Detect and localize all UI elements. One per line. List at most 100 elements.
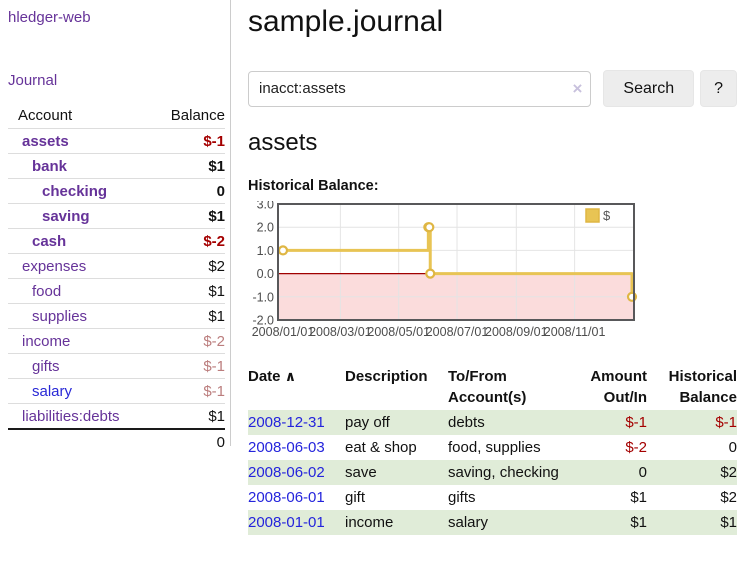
register-accounts: gifts xyxy=(448,489,476,506)
register-row: 2008-06-02 save saving, checking 0 $2 xyxy=(248,460,737,485)
register-description: income xyxy=(345,514,394,531)
account-row: checking 0 xyxy=(8,178,225,204)
account-link[interactable]: liabilities:debts xyxy=(22,408,120,425)
accounts-header-row: Account Balance xyxy=(8,104,225,129)
account-row: food $1 xyxy=(8,278,225,304)
register-date-cell: 2008-01-01 xyxy=(248,510,345,535)
register-date-cell: 2008-12-31 xyxy=(248,410,345,435)
register-date-link[interactable]: 2008-06-03 xyxy=(248,439,325,456)
account-link[interactable]: income xyxy=(22,333,71,350)
account-link[interactable]: bank xyxy=(32,158,68,175)
accounts-total-row: 0 xyxy=(8,428,225,455)
register-row: 2008-06-01 gift gifts $1 $2 xyxy=(248,485,737,510)
account-row: expenses $2 xyxy=(8,253,225,279)
register-table: Date ∧ Description To/From Account(s) Am… xyxy=(248,364,737,535)
register-row: 2008-01-01 income salary $1 $1 xyxy=(248,510,737,535)
register-row: 2008-06-03 eat & shop food, supplies $-2 0 xyxy=(248,435,737,460)
svg-text:3.0: 3.0 xyxy=(257,201,274,212)
register-header-accounts: To/From Account(s) xyxy=(448,368,527,406)
register-balance: $1 xyxy=(720,514,737,531)
register-header-row: Date ∧ Description To/From Account(s) Am… xyxy=(248,364,737,410)
svg-text:2008/07/01: 2008/07/01 xyxy=(426,325,489,339)
sidebar: hledger-web Journal Account Balance asse… xyxy=(0,0,230,455)
account-link[interactable]: supplies xyxy=(32,308,88,325)
account-link[interactable]: salary xyxy=(32,383,73,400)
register-header-amount: Amount Out/In xyxy=(590,368,647,406)
accounts-total-value: 0 xyxy=(154,428,225,455)
register-accounts: debts xyxy=(448,414,485,431)
svg-text:$: $ xyxy=(603,208,611,223)
register-header-date-label: Date xyxy=(248,368,281,385)
register-accounts: salary xyxy=(448,514,489,531)
register-header-balance: Historical Balance xyxy=(668,368,737,406)
register-balance: $2 xyxy=(720,489,737,506)
register-date-link[interactable]: 2008-12-31 xyxy=(248,414,325,431)
account-cell: salary xyxy=(8,379,154,404)
account-cell: gifts xyxy=(8,354,154,379)
brand-link[interactable]: hledger-web xyxy=(8,9,91,26)
chart-title: Historical Balance: xyxy=(248,178,379,194)
svg-text:1.0: 1.0 xyxy=(257,244,274,258)
svg-text:2008/09/01: 2008/09/01 xyxy=(485,325,548,339)
register-description: save xyxy=(345,464,377,481)
account-link[interactable]: assets xyxy=(22,133,69,150)
svg-text:2.0: 2.0 xyxy=(257,221,274,235)
account-cell: liabilities:debts xyxy=(8,404,154,430)
account-cell: saving xyxy=(8,204,154,229)
account-balance: $1 xyxy=(208,208,225,225)
help-button[interactable]: ? xyxy=(700,70,737,107)
account-balance: $-2 xyxy=(203,233,225,250)
sidebar-item-journal[interactable]: Journal xyxy=(8,72,58,89)
main-content: sample.journal × Search ? assets Histori… xyxy=(248,0,737,535)
account-link[interactable]: expenses xyxy=(22,258,87,275)
account-row: cash $-2 xyxy=(8,228,225,254)
search-button[interactable]: Search xyxy=(603,70,695,107)
account-link[interactable]: food xyxy=(32,283,62,300)
account-balance: $1 xyxy=(208,408,225,425)
account-cell: food xyxy=(8,279,154,304)
svg-text:0.0: 0.0 xyxy=(257,267,274,281)
account-balance: $1 xyxy=(208,308,225,325)
page-title: sample.journal xyxy=(248,5,444,38)
register-balance: 0 xyxy=(728,439,737,456)
account-balance: $-1 xyxy=(203,383,225,400)
account-balance: $-2 xyxy=(203,333,225,350)
account-row: gifts $-1 xyxy=(8,353,225,379)
search-input[interactable] xyxy=(248,70,592,107)
account-row: liabilities:debts $1 xyxy=(8,403,225,430)
account-link[interactable]: cash xyxy=(32,233,67,250)
account-link[interactable]: saving xyxy=(42,208,90,225)
svg-text:2008/11/01: 2008/11/01 xyxy=(544,325,606,339)
register-amount: $1 xyxy=(630,514,647,531)
account-balance: $-1 xyxy=(203,358,225,375)
account-link[interactable]: checking xyxy=(42,183,108,200)
register-description: gift xyxy=(345,489,366,506)
register-description: eat & shop xyxy=(345,439,417,456)
sidebar-divider xyxy=(230,0,231,446)
svg-text:-2.0: -2.0 xyxy=(252,314,274,328)
register-date-link[interactable]: 2008-06-02 xyxy=(248,464,325,481)
register-amount: $-2 xyxy=(625,439,647,456)
account-row: income $-2 xyxy=(8,328,225,354)
register-accounts: saving, checking xyxy=(448,464,559,481)
register-date-cell: 2008-06-02 xyxy=(248,460,345,485)
register-description: pay off xyxy=(345,414,390,431)
account-link[interactable]: gifts xyxy=(32,358,60,375)
account-balance: $1 xyxy=(208,158,225,175)
account-cell: checking xyxy=(8,179,154,204)
account-balance: 0 xyxy=(216,183,225,200)
register-date-link[interactable]: 2008-01-01 xyxy=(248,514,325,531)
accounts-table: Account Balance assets $-1 bank $1 checking 0… xyxy=(8,104,225,455)
svg-text:2008/05/01: 2008/05/01 xyxy=(367,325,430,339)
accounts-header-balance: Balance xyxy=(170,107,225,124)
clear-search-icon[interactable]: × xyxy=(572,78,583,98)
account-cell: bank xyxy=(8,154,154,179)
register-balance: $-1 xyxy=(715,414,737,431)
register-date-link[interactable]: 2008-06-01 xyxy=(248,489,325,506)
account-balance: $2 xyxy=(208,258,225,275)
register-balance: $2 xyxy=(720,464,737,481)
register-amount: 0 xyxy=(638,464,647,481)
register-header-date[interactable]: Date ∧ xyxy=(248,364,345,410)
accounts-header-account: Account xyxy=(18,107,73,124)
register-date-cell: 2008-06-01 xyxy=(248,485,345,510)
